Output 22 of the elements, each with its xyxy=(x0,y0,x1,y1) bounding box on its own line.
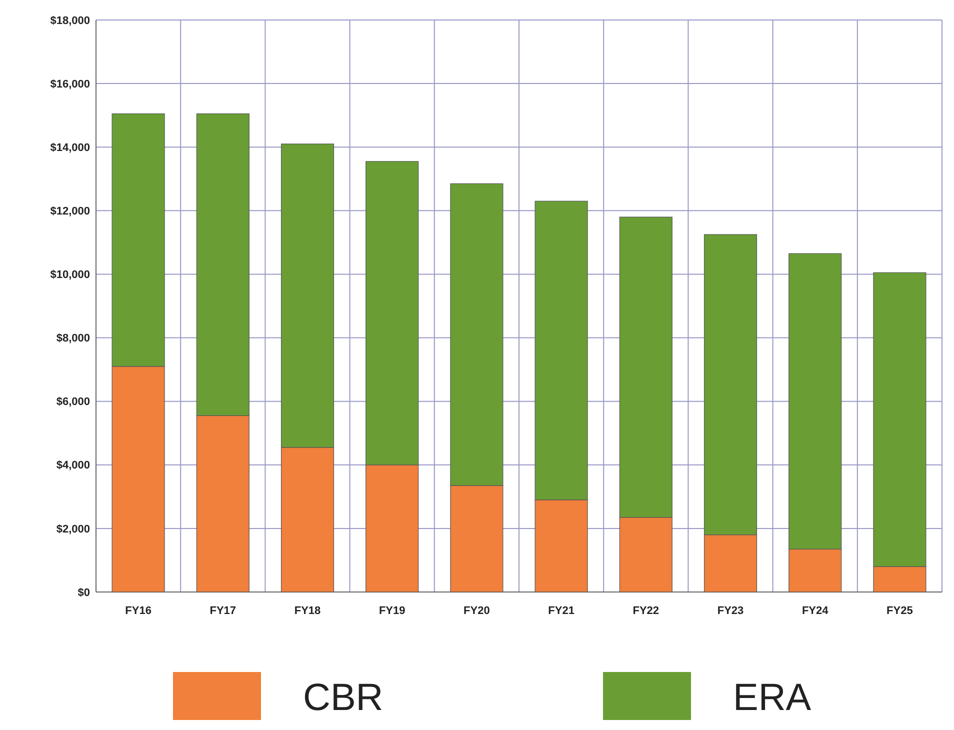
x-tick-label: FY16 xyxy=(125,605,152,617)
y-tick-label: $6,000 xyxy=(56,396,90,408)
legend-label: ERA xyxy=(733,677,812,719)
y-tick-label: $14,000 xyxy=(50,142,90,154)
x-tick-label: FY17 xyxy=(210,605,236,617)
y-tick-label: $18,000 xyxy=(50,14,90,27)
y-tick-label: $0 xyxy=(78,586,90,599)
y-tick-label: $10,000 xyxy=(50,269,90,282)
y-tick-label: $8,000 xyxy=(56,332,90,345)
y-tick-label: $16,000 xyxy=(50,78,90,90)
legend-label: CBR xyxy=(303,677,384,719)
x-tick-label: FY18 xyxy=(294,605,321,617)
x-tick-label: FY20 xyxy=(464,605,490,617)
x-tick-label: FY24 xyxy=(802,605,830,617)
y-tick-label: $4,000 xyxy=(56,460,90,472)
y-tick-label: $12,000 xyxy=(50,206,90,218)
x-tick-label: FY19 xyxy=(378,605,406,617)
x-tick-label: FY21 xyxy=(548,605,574,617)
y-tick-label: $2,000 xyxy=(56,523,90,536)
x-tick-label: FY23 xyxy=(717,605,744,617)
x-tick-label: FY25 xyxy=(886,605,913,617)
x-tick-label: FY22 xyxy=(632,605,660,617)
